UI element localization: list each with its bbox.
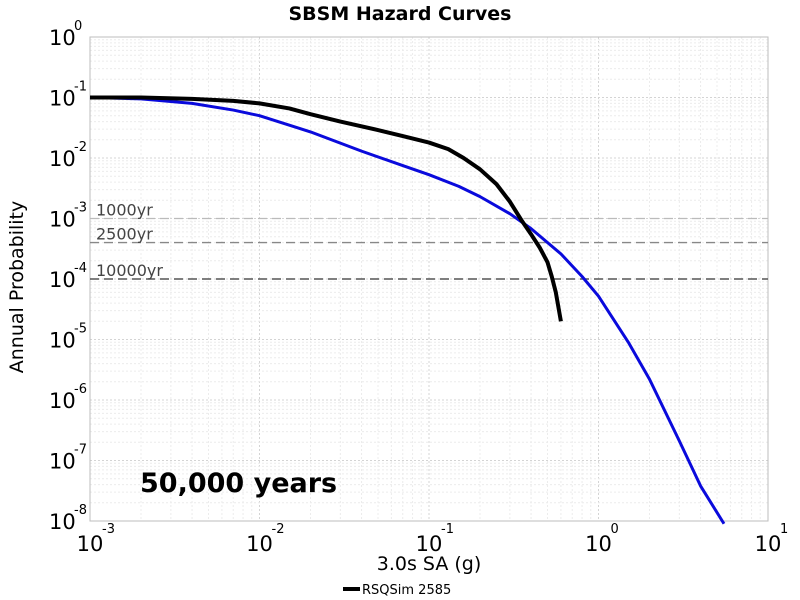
x-tick-exponent: 0 — [611, 522, 619, 537]
y-tick-exponent: -6 — [74, 382, 87, 397]
y-tick-exponent: -2 — [74, 140, 87, 155]
y-tick-exponent: -5 — [74, 322, 87, 337]
y-tick-exponent: -7 — [74, 443, 87, 458]
y-tick-exponent: -4 — [74, 261, 87, 276]
y-tick-label: 10 — [49, 268, 76, 292]
series-layer — [89, 95, 726, 525]
reference-lines: 1000yr 2500yr 10000yr — [90, 201, 768, 280]
y-tick-exponent: -8 — [74, 503, 87, 518]
reference-line-label: 10000yr — [96, 261, 163, 280]
y-tick-label: 10 — [49, 450, 76, 474]
y-tick-label: 10 — [49, 208, 76, 232]
y-tick-label: 10 — [49, 147, 76, 171]
legend-entry: RSQSim 2585 — [362, 583, 451, 598]
chart-title: SBSM Hazard Curves — [289, 3, 512, 25]
y-tick-label: 10 — [49, 329, 76, 353]
y-tick-exponent: -3 — [74, 201, 87, 216]
y-tick-label: 10 — [49, 87, 76, 111]
x-tick-exponent: -3 — [102, 522, 115, 537]
x-tick-exponent: -1 — [441, 522, 454, 537]
y-tick-label: 10 — [49, 389, 76, 413]
x-tick-label: 10 — [246, 532, 273, 556]
reference-line-label: 2500yr — [96, 225, 153, 244]
y-axis-label: Annual Probability — [6, 201, 28, 374]
legend: RSQSim 2585 — [343, 583, 451, 598]
y-tick-exponent: -1 — [74, 80, 87, 95]
series-line-rsqsim — [90, 95, 563, 322]
series-line-blue — [89, 96, 726, 525]
y-tick-label: 10 — [49, 26, 76, 50]
x-tick-label: 10 — [416, 532, 443, 556]
y-tick-label: 10 — [49, 510, 76, 534]
x-tick-exponent: 1 — [780, 522, 788, 537]
x-tick-label: 10 — [755, 532, 782, 556]
reference-line-label: 1000yr — [96, 201, 153, 220]
duration-annotation: 50,000 years — [140, 468, 337, 499]
x-axis-label: 3.0s SA (g) — [377, 553, 482, 575]
x-tick-label: 10 — [77, 532, 104, 556]
x-tick-exponent: -2 — [272, 522, 285, 537]
y-tick-exponent: 0 — [74, 19, 82, 34]
x-tick-label: 10 — [585, 532, 612, 556]
